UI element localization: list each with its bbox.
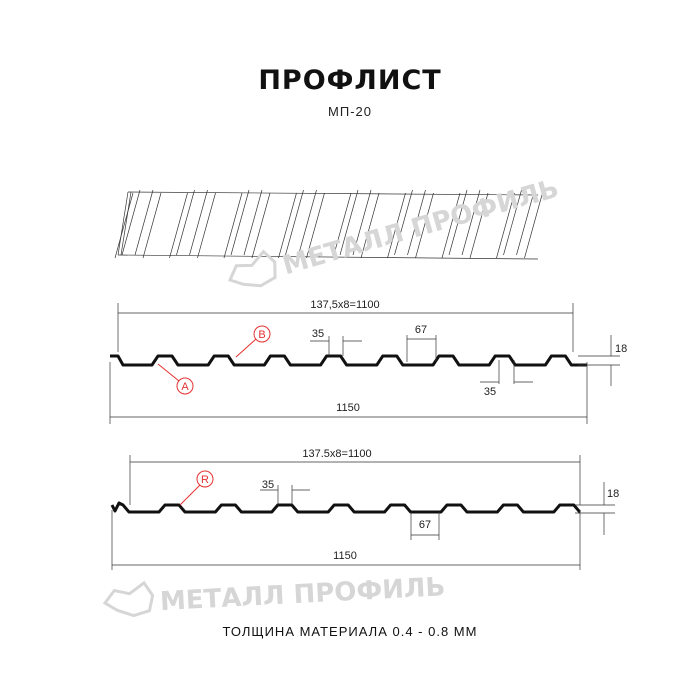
sheet-edge [189, 189, 208, 256]
rib-top-label: 35 [262, 479, 274, 491]
page-title: ПРОФЛИСТ [258, 65, 441, 96]
sheet-edge [516, 189, 535, 256]
watermark-text: МЕТАЛЛ ПРОФИЛЬ [279, 174, 562, 282]
sheet-edge [134, 189, 154, 256]
sheet-edge [469, 192, 489, 259]
watermark-text: МЕТАЛЛ ПРОФИЛЬ [159, 572, 446, 617]
profile-1-shape [110, 354, 587, 367]
callout-r [196, 470, 214, 488]
sheet-edge [496, 192, 515, 259]
page-subtitle: МП-20 [328, 104, 372, 119]
sheet-edge [121, 189, 141, 256]
sheet-edge [461, 189, 481, 256]
pitch-label: 137.5x8=1100 [302, 448, 371, 460]
profile-2: 137.5x8=1100 1150 35 67 18 R [110, 448, 619, 570]
profile-1: 137,5x8=1100 1150 35 67 35 18 B A [109, 299, 627, 424]
sheet-edge [230, 189, 250, 256]
sheet-edge [339, 189, 359, 256]
watermark-2: МЕТАЛЛ ПРОФИЛЬ [102, 572, 446, 618]
sheet-edge [285, 189, 304, 256]
sheet-edge [127, 191, 539, 196]
profile-2-shape [110, 501, 582, 514]
sheet-edge [394, 189, 413, 256]
sheet-edge [332, 192, 352, 259]
callout-b [253, 325, 271, 343]
callout-a [176, 377, 194, 395]
callout-r-label: R [201, 474, 209, 486]
sheet-edge [197, 192, 216, 259]
sheet-edge [360, 192, 380, 259]
sheet-edge [117, 254, 539, 260]
sheet-3d-view [114, 189, 543, 260]
sheet-edge [223, 192, 243, 259]
sheet-edge [352, 189, 372, 256]
width-label: 1150 [333, 550, 357, 562]
sheet-edge [306, 192, 325, 259]
sheet-edge [278, 192, 297, 259]
sheet-edge [415, 192, 434, 259]
sheet-edge [142, 192, 162, 259]
rib-bottom-label: 35 [484, 386, 496, 398]
sheet-edge [441, 192, 461, 259]
sheet-edge [117, 191, 129, 256]
sheet-edge [524, 192, 543, 259]
sheet-edge [114, 192, 134, 259]
callout-a-label: A [181, 381, 189, 393]
sheet-edge [298, 189, 317, 256]
sheet-edge [448, 189, 468, 256]
sheet-edge [251, 192, 271, 259]
sheet-edge [169, 192, 188, 259]
pitch-label: 137,5x8=1100 [310, 299, 379, 311]
height-label: 18 [607, 488, 619, 500]
height-label: 18 [615, 343, 627, 355]
callout-b-label: B [258, 329, 265, 341]
material-thickness-note: ТОЛЩИНА МАТЕРИАЛА 0.4 - 0.8 ММ [223, 624, 478, 639]
logo-icon [227, 249, 277, 288]
width-label: 1150 [336, 402, 360, 414]
sheet-edge [176, 189, 195, 256]
rib-top-label: 35 [312, 328, 324, 340]
rib-gap-label: 67 [415, 324, 427, 336]
sheet-edge [503, 189, 522, 256]
sheet-edge [120, 191, 132, 256]
logo-icon [102, 580, 155, 618]
rib-gap-label: 67 [419, 519, 431, 531]
sheet-edge [387, 192, 406, 259]
watermark-1: МЕТАЛЛ ПРОФИЛЬ [227, 174, 562, 288]
sheet-edge [243, 189, 263, 256]
sheet-edge [407, 189, 426, 256]
